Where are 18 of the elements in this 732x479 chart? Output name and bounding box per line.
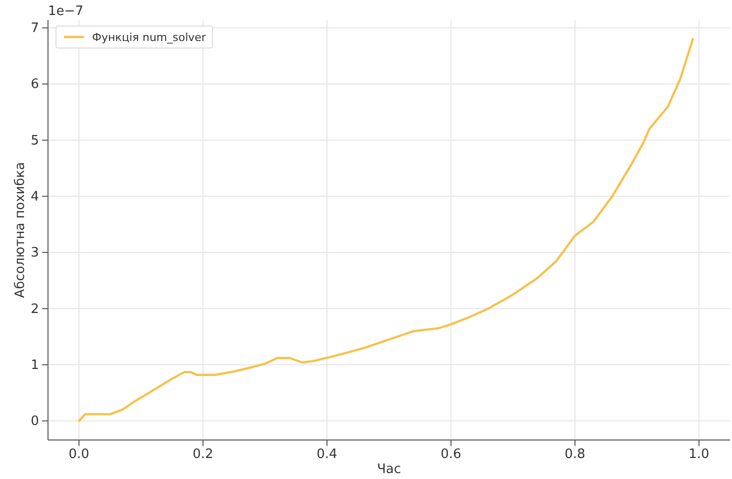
y-tick-label: 4 xyxy=(30,189,39,204)
legend-label: Функція num_solver xyxy=(92,31,206,44)
x-axis-title: Час xyxy=(376,462,402,477)
x-tick-label: 1.0 xyxy=(688,447,710,462)
x-tick-label: 0.8 xyxy=(564,447,586,462)
y-tick-label: 0 xyxy=(30,414,39,430)
x-tick-label: 0.6 xyxy=(440,447,462,462)
y-tick-label: 6 xyxy=(30,77,39,92)
y-tick-label: 5 xyxy=(30,133,39,148)
y-tick-label: 3 xyxy=(30,246,39,261)
x-tick-label: 0.0 xyxy=(68,447,90,462)
y-tick-label: 2 xyxy=(30,302,39,317)
y-axis-title: Абсолютна похибка xyxy=(13,162,28,298)
x-tick-label: 0.4 xyxy=(316,447,338,462)
x-tick-label: 0.2 xyxy=(192,447,214,462)
text: 1e−7 xyxy=(48,4,84,19)
y-tick-label: 1 xyxy=(30,358,39,373)
y-tick-label: 7 xyxy=(30,21,39,36)
